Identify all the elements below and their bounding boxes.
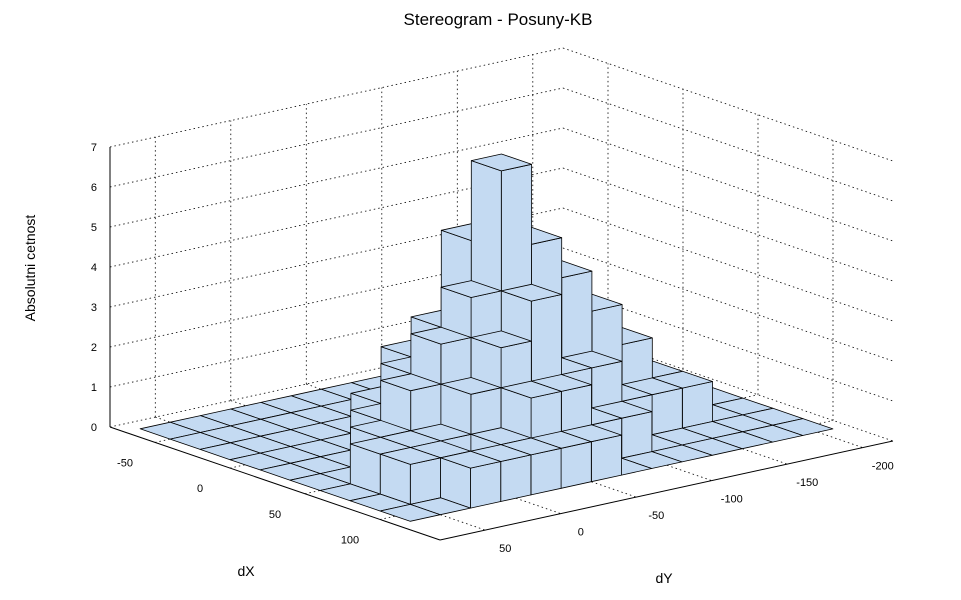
bar-top-face (470, 330, 532, 349)
x-tick-label: -50 (117, 457, 133, 469)
bar-front-face (500, 454, 532, 502)
y-tick-label: -200 (872, 461, 894, 473)
bar-front-face (409, 457, 441, 505)
bar-front-face (530, 447, 562, 496)
bar-front-face (651, 387, 683, 436)
z-tick-label: 3 (91, 302, 97, 314)
z-tick-label: 7 (91, 142, 97, 154)
y-tick-label: 50 (499, 543, 511, 555)
y-tick-label: -100 (721, 494, 743, 506)
grid-line-z (109, 247, 564, 348)
x-tick-label: 100 (341, 534, 359, 546)
grid-line-z (109, 287, 564, 388)
z-tick-label: 4 (91, 262, 97, 274)
y-axis-label: dY (655, 570, 673, 586)
z-tick-label: 6 (91, 182, 97, 194)
grid-line-z (109, 167, 564, 268)
y-tick-label: 0 (578, 527, 584, 539)
bar-front-face (560, 441, 592, 489)
bar-front-face (590, 434, 622, 483)
z-tick-label: 1 (91, 382, 97, 394)
grid-line-z (109, 207, 564, 308)
grid-line-z (109, 327, 564, 428)
bar-front-face (621, 411, 653, 459)
tick-labels: 0 1 2 3 4 5 6 7 -50 0 50 100 50 0 -50 -100 -150 -200 (91, 142, 894, 555)
grid-line-z (109, 87, 564, 188)
bar (440, 450, 502, 509)
grid-line-z (109, 47, 564, 148)
grid-line-z (109, 127, 564, 228)
z-axis-label: Absolutni cetnost (22, 215, 38, 322)
bar-front-face (681, 381, 713, 429)
chart-title: Stereogram - Posuny-KB (404, 10, 593, 29)
z-tick-label: 2 (91, 342, 97, 354)
bars-group (139, 153, 834, 522)
bar (379, 447, 441, 505)
z-tick-label: 0 (91, 422, 97, 434)
x-tick-label: 50 (269, 509, 281, 521)
bar-top-face (470, 153, 532, 172)
bar-top-face (440, 450, 502, 469)
x-tick-label: 0 (197, 483, 203, 495)
bar-front-face (470, 461, 502, 509)
bar-top-face (379, 503, 441, 522)
y-axis-line (439, 440, 894, 541)
y-tick-label: -150 (796, 477, 818, 489)
y-tick-label: -50 (648, 510, 664, 522)
bar (379, 503, 441, 522)
z-tick-label: 5 (91, 222, 97, 234)
x-axis-line (109, 426, 441, 541)
x-axis-label: dX (237, 563, 255, 579)
bar-top-face (500, 380, 562, 399)
bar-top-face (500, 283, 562, 302)
